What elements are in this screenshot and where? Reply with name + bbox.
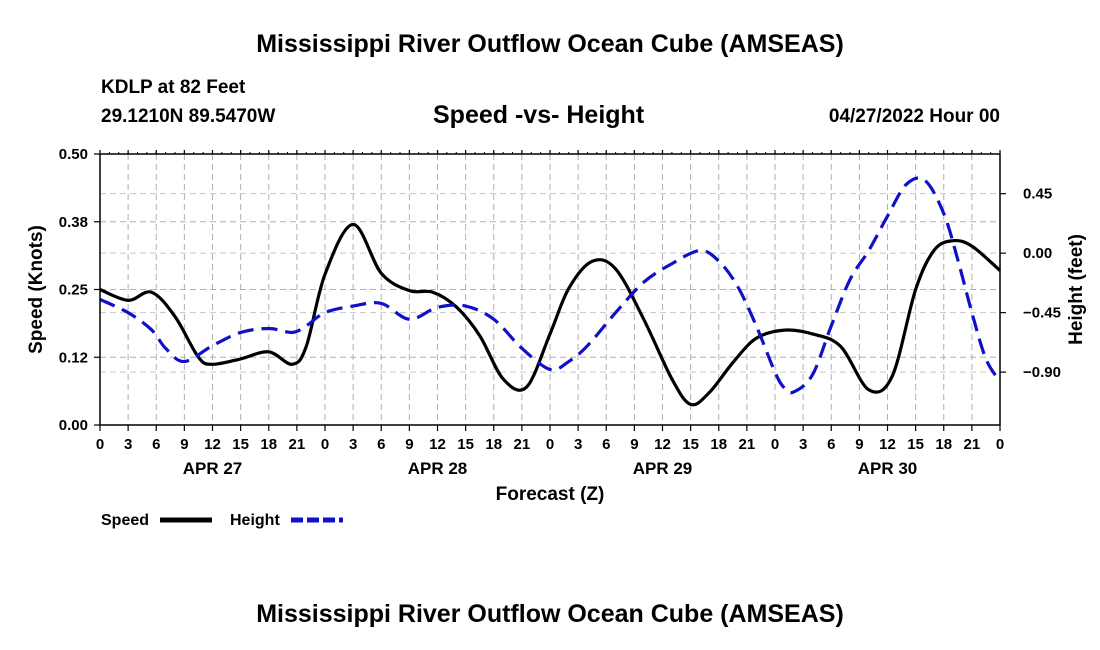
x-tick-label: 15 <box>232 436 249 453</box>
date-label: 04/27/2022 Hour 00 <box>828 106 1000 127</box>
coordinates-label: 29.1210N 89.5470W <box>101 106 276 127</box>
y-left-tick-label: 0.25 <box>59 282 88 299</box>
x-tick-label: 12 <box>204 436 221 453</box>
x-tick-label: 9 <box>180 436 188 453</box>
axis-ticks <box>94 150 1006 431</box>
x-tick-label: 12 <box>879 436 896 453</box>
y-left-tick-label: 0.00 <box>59 417 88 434</box>
series-line-speed <box>99 222 1002 407</box>
y-left-tick-label: 0.12 <box>59 349 88 366</box>
main-title: Mississippi River Outflow Ocean Cube (AM… <box>256 30 844 58</box>
x-tick-label: 3 <box>799 436 807 453</box>
series-layer <box>99 176 1002 407</box>
legend-height-label: Height <box>230 512 280 529</box>
x-tick-label: 21 <box>289 436 306 453</box>
x-tick-label: 6 <box>827 436 835 453</box>
x-tick-label: 3 <box>124 436 132 453</box>
x-tick-label: 18 <box>260 436 277 453</box>
bottom-title: Mississippi River Outflow Ocean Cube (AM… <box>256 600 844 628</box>
x-tick-label: 6 <box>152 436 160 453</box>
x-axis-label: Forecast (Z) <box>496 484 605 505</box>
x-tick-label: 3 <box>574 436 582 453</box>
x-tick-label: 0 <box>321 436 329 453</box>
y-right-tick-label: 0.45 <box>1023 186 1052 203</box>
date-label: APR 28 <box>408 459 468 478</box>
axis-labels: 0 3 6 9 12 15 18 21 0 3 6 9 12 15 18 21 0 3 6 9 12 15 18 21 0 3 6 9… <box>59 146 1061 478</box>
x-tick-label: 21 <box>964 436 981 453</box>
x-tick-label: 6 <box>377 436 385 453</box>
x-tick-label: 18 <box>485 436 502 453</box>
x-tick-label: 12 <box>429 436 446 453</box>
x-tick-label: 0 <box>96 436 104 453</box>
y-right-tick-label: −0.90 <box>1023 364 1061 381</box>
legend: Speed Height <box>101 512 343 529</box>
y-right-tick-label: −0.45 <box>1023 305 1061 322</box>
station-label: KDLP at 82 Feet <box>101 77 246 98</box>
x-tick-label: 12 <box>654 436 671 453</box>
speed-height-chart: 0 3 6 9 12 15 18 21 0 3 6 9 12 15 18 21 0 3 6 9 12 15 18 21 0 3 6 9… <box>26 146 1087 529</box>
x-tick-label: 18 <box>710 436 727 453</box>
y-left-tick-label: 0.38 <box>59 214 88 231</box>
y-axis-label-right: Height (feet) <box>1066 234 1087 345</box>
x-tick-label: 0 <box>546 436 554 453</box>
chart-subtitle: Speed -vs- Height <box>433 101 645 129</box>
x-tick-label: 15 <box>457 436 474 453</box>
x-tick-label: 9 <box>405 436 413 453</box>
date-label: APR 30 <box>858 459 918 478</box>
x-tick-label: 9 <box>855 436 863 453</box>
x-tick-label: 15 <box>682 436 699 453</box>
x-tick-label: 0 <box>996 436 1004 453</box>
x-tick-label: 21 <box>514 436 531 453</box>
date-label: APR 27 <box>183 459 243 478</box>
x-tick-label: 0 <box>771 436 779 453</box>
x-tick-label: 18 <box>935 436 952 453</box>
legend-speed-label: Speed <box>101 512 149 529</box>
x-tick-label: 3 <box>349 436 357 453</box>
x-tick-label: 15 <box>907 436 924 453</box>
x-tick-label: 9 <box>630 436 638 453</box>
y-left-tick-label: 0.50 <box>59 146 88 163</box>
series-line-height <box>99 176 1002 395</box>
x-tick-label: 6 <box>602 436 610 453</box>
y-axis-label-left: Speed (Knots) <box>26 225 47 354</box>
x-tick-label: 21 <box>739 436 756 453</box>
y-right-tick-label: 0.00 <box>1023 245 1052 262</box>
date-label: APR 29 <box>633 459 693 478</box>
